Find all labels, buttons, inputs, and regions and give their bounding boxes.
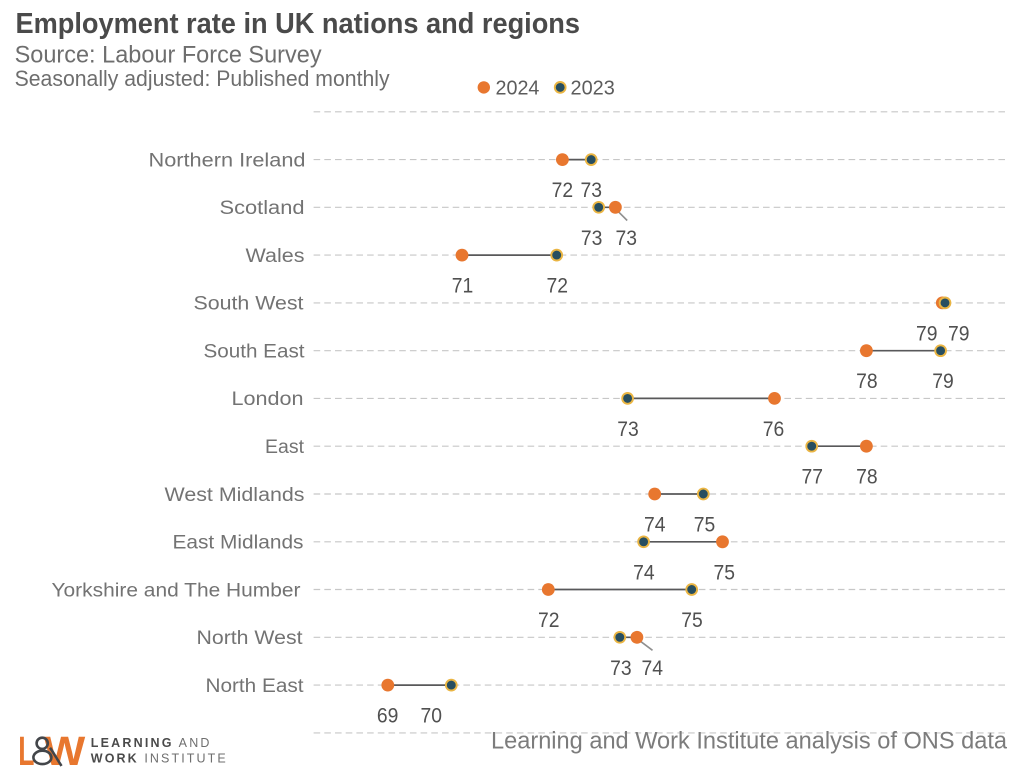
svg-text:77: 77 bbox=[801, 466, 823, 489]
svg-text:73: 73 bbox=[610, 657, 632, 680]
svg-text:2024: 2024 bbox=[496, 78, 540, 100]
svg-text:WORK INSTITUTE: WORK INSTITUTE bbox=[91, 752, 228, 766]
svg-text:72: 72 bbox=[552, 179, 574, 202]
svg-text:East: East bbox=[265, 437, 305, 458]
svg-text:71: 71 bbox=[452, 275, 474, 298]
svg-text:South East: South East bbox=[204, 342, 306, 363]
svg-text:North West: North West bbox=[197, 628, 304, 649]
svg-text:LEARNING AND: LEARNING AND bbox=[91, 736, 212, 750]
svg-text:73: 73 bbox=[581, 227, 603, 250]
svg-text:Scotland: Scotland bbox=[220, 198, 305, 219]
svg-text:74: 74 bbox=[641, 657, 663, 680]
svg-text:South West: South West bbox=[194, 294, 305, 315]
svg-text:72: 72 bbox=[546, 275, 568, 298]
svg-text:78: 78 bbox=[856, 466, 878, 489]
svg-text:Wales: Wales bbox=[246, 246, 305, 267]
svg-text:Employment rate in UK nations: Employment rate in UK nations and region… bbox=[16, 8, 581, 40]
svg-text:76: 76 bbox=[763, 418, 785, 441]
svg-text:72: 72 bbox=[538, 609, 560, 632]
svg-text:73: 73 bbox=[615, 227, 637, 250]
svg-text:L: L bbox=[18, 728, 34, 773]
svg-text:74: 74 bbox=[633, 561, 655, 584]
svg-text:2023: 2023 bbox=[571, 78, 615, 100]
svg-text:Seasonally adjusted: Published: Seasonally adjusted: Published monthly bbox=[15, 66, 390, 91]
svg-text:78: 78 bbox=[856, 370, 878, 393]
svg-text:75: 75 bbox=[714, 561, 736, 584]
svg-text:North East: North East bbox=[206, 676, 305, 697]
svg-text:69: 69 bbox=[377, 705, 399, 728]
svg-text:75: 75 bbox=[681, 609, 703, 632]
svg-text:London: London bbox=[232, 389, 304, 410]
svg-text:Yorkshire and The Humber: Yorkshire and The Humber bbox=[52, 580, 302, 601]
svg-text:73: 73 bbox=[580, 179, 602, 202]
svg-text:West Midlands: West Midlands bbox=[165, 485, 305, 506]
svg-text:79: 79 bbox=[932, 370, 954, 393]
svg-text:74: 74 bbox=[644, 514, 666, 537]
svg-text:79: 79 bbox=[948, 322, 970, 345]
svg-text:East Midlands: East Midlands bbox=[173, 533, 304, 554]
svg-text:Northern Ireland: Northern Ireland bbox=[149, 150, 306, 171]
svg-text:70: 70 bbox=[420, 705, 442, 728]
svg-text:Source: Labour Force Survey: Source: Labour Force Survey bbox=[15, 42, 322, 69]
svg-text:W: W bbox=[44, 728, 86, 773]
svg-text:73: 73 bbox=[617, 418, 639, 441]
svg-text:75: 75 bbox=[694, 514, 716, 537]
svg-text:79: 79 bbox=[916, 322, 938, 345]
svg-text:Learning and Work Institute an: Learning and Work Institute analysis of … bbox=[491, 728, 1008, 755]
